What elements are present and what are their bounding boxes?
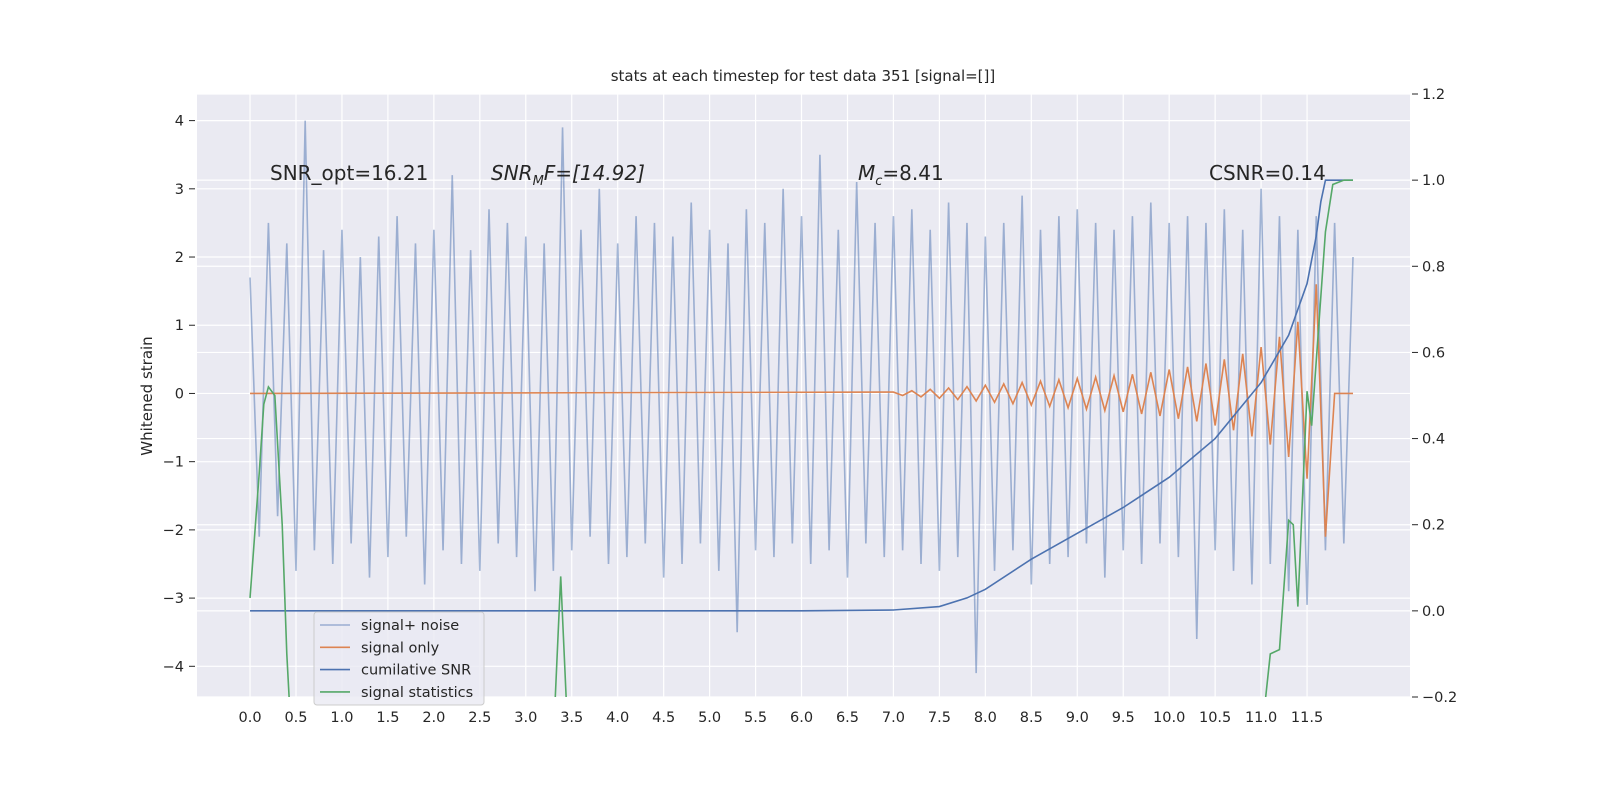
x-tick-label: 4.5 [652, 710, 675, 726]
x-tick-label: 0.0 [239, 710, 262, 726]
annotation: SNR_opt=16.21 [270, 161, 428, 185]
annotation-part: SNR [491, 161, 533, 185]
legend-label: signal only [361, 640, 440, 656]
x-tick-label: 9.0 [1066, 710, 1089, 726]
x-tick-label: 11.5 [1291, 710, 1323, 726]
x-tick-label: 2.0 [422, 710, 445, 726]
x-tick-label: 6.0 [790, 710, 813, 726]
y-tick-label: 4 [175, 114, 184, 130]
x-tick-label: 6.5 [836, 710, 859, 726]
y-tick-label: 0 [175, 386, 184, 402]
legend-label: signal+ noise [361, 618, 459, 634]
y2-tick-label: 0.4 [1422, 432, 1445, 448]
x-tick-label: 9.5 [1112, 710, 1135, 726]
y-tick-label: −2 [163, 523, 184, 539]
annotation-part: M [533, 174, 544, 189]
x-tick-label: 3.5 [560, 710, 583, 726]
annotation: Mc=8.41 [858, 161, 944, 189]
x-tick-label: 3.0 [514, 710, 537, 726]
y2-tick-label: 0.0 [1422, 604, 1445, 620]
x-tick-label: 8.0 [974, 710, 997, 726]
annotation: SNRMF=[14.92] [491, 161, 645, 189]
series-line [249, 120, 1354, 674]
legend: signal+ noise signal only cumilative SNR si… [313, 611, 485, 706]
legend-label: signal statistics [361, 685, 473, 701]
annotation-part: =8.41 [882, 161, 943, 185]
y-tick-label: 2 [175, 250, 184, 266]
x-tick-label: 7.5 [928, 710, 951, 726]
y2-tick-label: 1.2 [1422, 87, 1445, 103]
x-tick-label: 11.0 [1245, 710, 1277, 726]
x-tick-label: 5.0 [698, 710, 721, 726]
legend-box [313, 611, 485, 706]
x-tick-label: 1.5 [376, 710, 399, 726]
x-tick-label: 5.5 [744, 710, 767, 726]
series-line [250, 284, 1354, 537]
annotation-part: M [858, 161, 875, 185]
y2-tick-label: 0.6 [1422, 345, 1445, 361]
y2-tick-label: 0.8 [1422, 259, 1445, 275]
x-tick-label: 1.0 [330, 710, 353, 726]
annotation: CSNR=0.14 [1209, 161, 1326, 185]
y-tick-label: 1 [175, 318, 184, 334]
x-tick-label: 2.5 [468, 710, 491, 726]
y2-tick-label: 1.0 [1422, 173, 1445, 189]
chart-title: stats at each timestep for test data 351… [611, 67, 996, 85]
annotation-part: c [875, 174, 882, 189]
y-tick-label: −1 [163, 455, 184, 471]
y-tick-label: −3 [163, 591, 184, 607]
series-line [250, 179, 1354, 612]
x-tick-label: 7.0 [882, 710, 905, 726]
legend-label: cumilative SNR [361, 663, 471, 679]
annotation-part: F=[14.92] [544, 161, 645, 185]
x-tick-label: 10.0 [1153, 710, 1185, 726]
x-tick-label: 0.5 [284, 710, 307, 726]
y-tick-label: 3 [175, 182, 184, 198]
plot-area [197, 94, 1410, 697]
y2-tick-label: −0.2 [1422, 690, 1457, 706]
x-tick-label: 4.0 [606, 710, 629, 726]
x-tick-label: 8.5 [1020, 710, 1043, 726]
x-tick-label: 10.5 [1199, 710, 1231, 726]
y2-tick-label: 0.2 [1422, 518, 1445, 534]
y-axis-label: Whitened strain [138, 336, 156, 455]
y-tick-label: −4 [163, 659, 184, 675]
series-line [249, 179, 1354, 697]
